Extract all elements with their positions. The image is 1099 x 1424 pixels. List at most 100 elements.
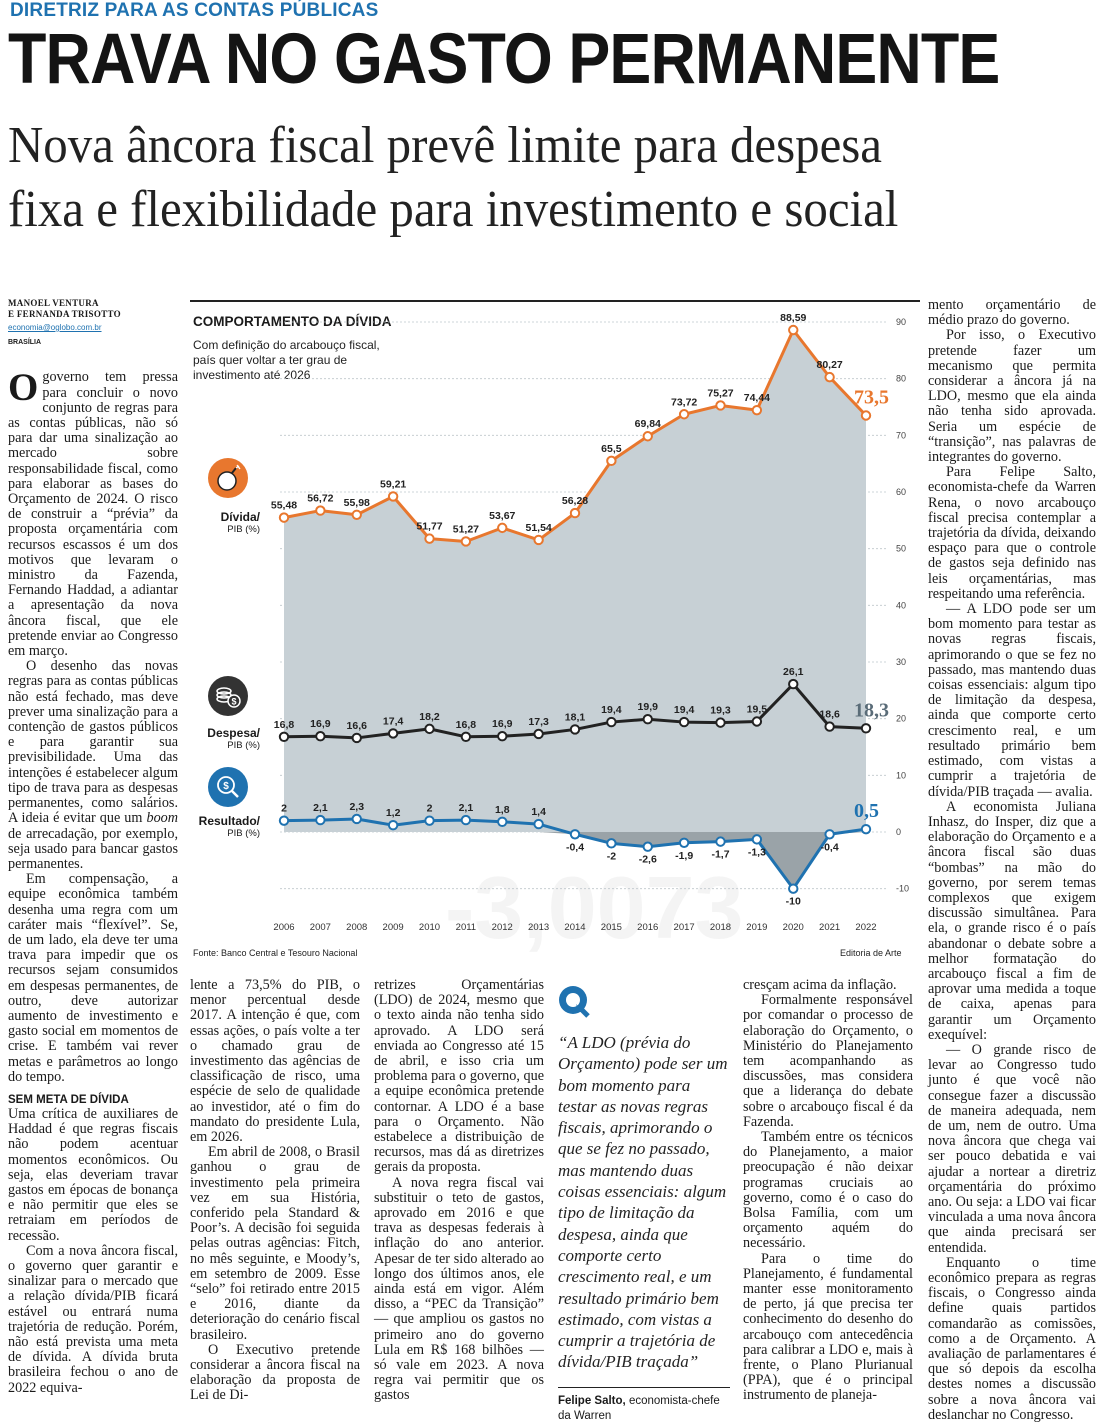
x-tick-label: 2020 — [783, 922, 804, 933]
data-point — [387, 728, 399, 739]
data-point — [315, 731, 326, 742]
data-label: 65,5 — [601, 443, 622, 455]
chart-source: Fonte: Banco Central e Tesouro Nacional — [193, 948, 358, 958]
col6-paragraph-6: — O grande risco de levar ao Congresso t… — [928, 1041, 1096, 1256]
col2-paragraph-3: O Executivo pretende considerar a âncora… — [190, 1341, 360, 1404]
col6-paragraph-1: mento orçamentário de médio prazo do gov… — [928, 297, 1096, 329]
data-point — [715, 717, 726, 728]
column-2: lente a 73,5% do PIB, o menor percentual… — [190, 977, 360, 1404]
data-point — [424, 533, 435, 544]
data-label: 2 — [281, 803, 287, 815]
data-label: -1,9 — [675, 850, 693, 862]
subhead: SEM META DE DÍVIDA — [8, 1093, 129, 1106]
chart-credit: Editoria de Arte — [840, 948, 902, 958]
col3-paragraph-1: retrizes Orçamentárias (LDO) de 2024, me… — [374, 977, 544, 1176]
data-point — [387, 491, 399, 502]
data-point — [315, 814, 326, 826]
col2-paragraph-1: lente a 73,5% do PIB, o menor percentual… — [190, 977, 360, 1146]
kicker: DIRETRIZ PARA AS CONTAS PÚBLICAS — [10, 0, 379, 21]
x-tick-label: 2011 — [456, 922, 476, 933]
data-label: 73,72 — [671, 396, 697, 408]
col6-paragraph-2: Por isso, o Executivo pretende fazer um … — [928, 327, 1096, 466]
data-point — [351, 813, 362, 825]
data-label: 17,3 — [528, 716, 549, 728]
data-label-final: 0,5 — [854, 800, 879, 822]
deck: Nova âncora fiscal prevê limite para des… — [8, 114, 1033, 242]
col1-paragraph-2: O desenho das novas regras para as conta… — [8, 658, 178, 872]
data-label: 1,8 — [495, 804, 510, 816]
label-divida: Dívida/ PIB (%) — [220, 510, 260, 535]
data-point — [278, 512, 290, 523]
column-3: retrizes Orçamentárias (LDO) de 2024, me… — [374, 977, 544, 1404]
quote-text: “A LDO (prévia do Orçamento) pode ser um… — [558, 1033, 728, 1372]
col2-paragraph-2: Em abril de 2008, o Brasil ganhou o grau… — [190, 1144, 360, 1343]
col5-paragraph-1: cresçam acima da inflação. — [743, 977, 897, 993]
data-point — [533, 728, 544, 740]
label-despesa: Despesa/ PIB (%) — [207, 726, 260, 751]
data-point — [751, 834, 763, 845]
data-point — [497, 522, 508, 534]
data-point — [860, 723, 872, 734]
x-tick-label: 2022 — [855, 922, 876, 933]
pull-quote: “A LDO (prévia do Orçamento) pode ser um… — [558, 985, 730, 1424]
data-point — [460, 731, 472, 742]
col5-paragraph-2: Formalmente responsável por comandar o p… — [743, 992, 913, 1130]
data-label: 16,8 — [274, 719, 295, 731]
quote-author: Felipe Salto, economista-chefe da Warren — [558, 1386, 730, 1424]
data-point — [278, 731, 290, 742]
x-tick-label: 2019 — [746, 922, 767, 933]
x-tick-label: 2010 — [419, 922, 440, 933]
data-label: -1,7 — [711, 849, 729, 861]
data-point — [678, 716, 690, 728]
data-label: 51,27 — [453, 523, 479, 535]
data-label: -0,4 — [821, 841, 839, 853]
data-label: -2,6 — [639, 854, 657, 866]
data-label: -10 — [786, 896, 801, 908]
data-label: 19,5 — [747, 704, 768, 716]
x-tick-label: 2009 — [383, 922, 404, 933]
deck-line-1: Nova âncora fiscal prevê limite para des… — [8, 117, 882, 174]
data-label: 2 — [427, 803, 433, 815]
col6-paragraph-4: — A LDO pode ser um bom momento para tes… — [928, 601, 1096, 800]
y-tick-label: 0 — [896, 827, 901, 837]
col1-paragraph-3: Em compensação, a equipe econômica també… — [8, 871, 178, 1085]
data-point — [824, 829, 835, 840]
x-tick-label: 2012 — [492, 922, 513, 933]
chart-panel: COMPORTAMENTO DA DÍVIDA Com definição do… — [190, 300, 920, 965]
data-label: -2 — [607, 850, 616, 862]
data-label: 1,2 — [386, 807, 401, 819]
label-resultado: Resultado/ PIB (%) — [198, 814, 260, 839]
data-label: 19,9 — [638, 701, 659, 713]
data-point — [715, 400, 726, 411]
y-tick-label: 90 — [896, 317, 906, 327]
data-point — [460, 536, 472, 547]
debt-area — [284, 329, 866, 832]
data-point — [606, 716, 617, 728]
byline-email[interactable]: economia@oglobo.com.br — [8, 323, 102, 332]
data-label: 26,1 — [783, 666, 804, 678]
data-label: 19,4 — [674, 704, 695, 716]
data-label: 88,59 — [780, 312, 806, 324]
data-point — [860, 410, 872, 421]
data-label: 53,67 — [489, 510, 515, 522]
data-point — [715, 836, 726, 847]
byline-author-1: MANOEL VENTURA — [8, 298, 99, 308]
x-tick-label: 2013 — [528, 922, 549, 933]
data-label: -1,3 — [748, 846, 766, 858]
data-point — [788, 324, 799, 336]
data-point — [497, 731, 508, 742]
data-label: 1,4 — [531, 806, 546, 818]
chart-title: COMPORTAMENTO DA DÍVIDA — [193, 314, 392, 329]
x-tick-label: 2008 — [346, 922, 367, 933]
data-point — [424, 723, 435, 735]
data-point — [678, 837, 690, 848]
data-point — [315, 505, 326, 516]
data-point — [278, 815, 290, 826]
data-point — [642, 714, 653, 725]
col1-paragraph-5: Com a nova âncora fiscal, o governo quer… — [8, 1242, 178, 1396]
data-point — [569, 829, 581, 840]
data-label: 2,3 — [349, 801, 364, 813]
data-label: 18,1 — [565, 711, 586, 723]
